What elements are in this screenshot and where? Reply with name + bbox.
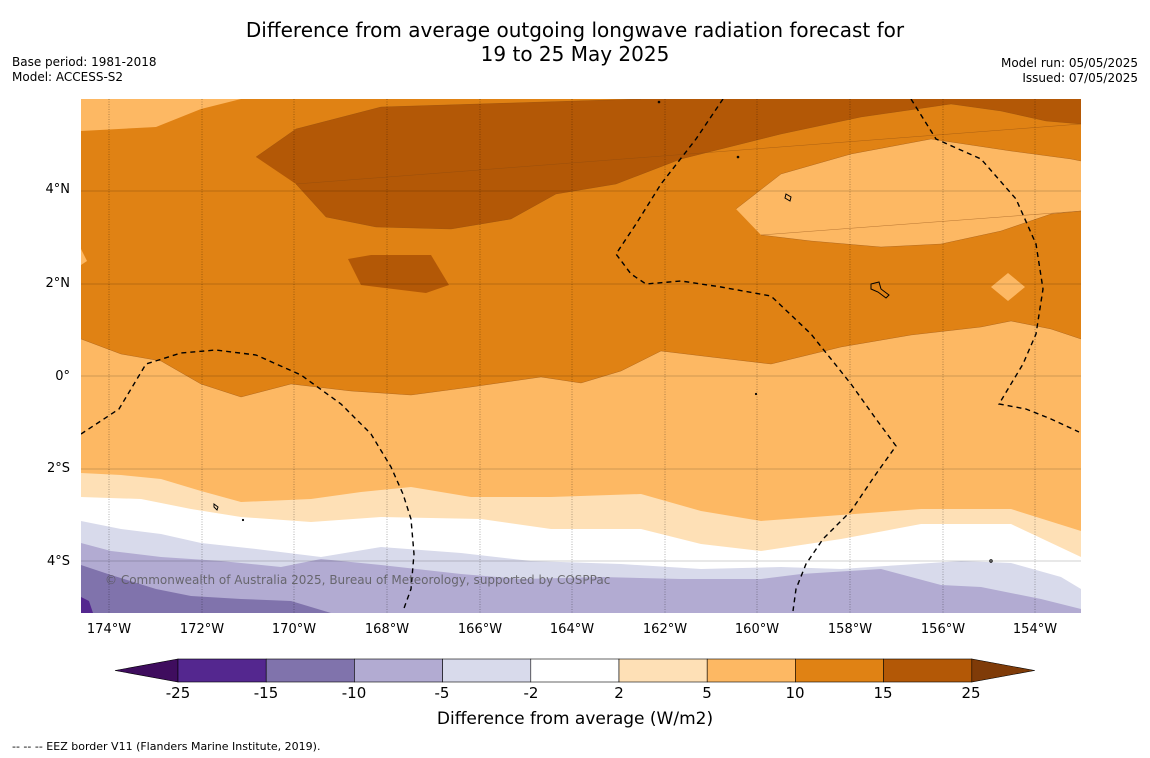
- cb-tick-minus2: -2: [523, 684, 539, 702]
- lat-label-4n: 4°N: [45, 182, 71, 197]
- island-jarvis: [784, 193, 792, 202]
- band-5-10-west-sliver: [81, 249, 87, 265]
- model-run: Model run: 05/05/2025: [1000, 56, 1138, 70]
- band-minus-5-10: [81, 543, 1081, 613]
- island-howland: [241, 518, 245, 522]
- band-5-10-diamond: [991, 273, 1025, 301]
- lon-label-170w: 170°W: [271, 622, 317, 637]
- cb-tick-minus25: -25: [165, 684, 191, 702]
- copyright-notice: © Commonwealth of Australia 2025, Bureau…: [105, 573, 611, 587]
- olr-anomaly-map: [81, 99, 1081, 613]
- island-malden: [754, 392, 758, 396]
- title-line-1: Difference from average outgoing longwav…: [245, 18, 905, 42]
- island-south: [989, 559, 993, 563]
- colorbar-segment-7: [706, 658, 796, 683]
- colorbar-segment-1: [177, 658, 267, 683]
- eez-borders: [81, 99, 1080, 612]
- base-period: Base period: 1981-2018: [12, 55, 157, 69]
- cb-tick-minus10: -10: [341, 684, 367, 702]
- parallel-gridlines: [81, 190, 1081, 562]
- title-line-2: 19 to 25 May 2025: [480, 42, 670, 66]
- lon-label-154w: 154°W: [1012, 622, 1058, 637]
- colorbar-segment-2: [265, 658, 355, 683]
- colorbar-title: Difference from average (W/m2): [436, 709, 714, 729]
- lon-label-166w: 166°W: [457, 622, 503, 637]
- colorbar-segment-6: [618, 658, 708, 683]
- cb-tick-5: 5: [702, 684, 712, 702]
- lon-label-172w: 172°W: [179, 622, 225, 637]
- island-outlines: [213, 100, 993, 563]
- band-5-10-nw: [81, 99, 241, 131]
- cb-tick-minus15: -15: [253, 684, 279, 702]
- cb-tick-minus5: -5: [434, 684, 450, 702]
- island-baker: [213, 503, 219, 511]
- lon-label-162w: 162°W: [642, 622, 688, 637]
- lat-label-2s: 2°S: [46, 461, 70, 476]
- colorbar-segment-4: [442, 658, 532, 683]
- lat-label-2n: 2°N: [45, 276, 71, 291]
- lat-label-4s: 4°S: [46, 554, 70, 569]
- eez-footnote: -- -- -- EEZ border V11 (Flanders Marine…: [12, 740, 321, 753]
- colorbar-segment-8: [795, 658, 884, 683]
- cb-tick-25: 25: [961, 684, 981, 702]
- map-title: Difference from average outgoing longwav…: [0, 18, 1150, 66]
- colorbar: [114, 658, 1035, 683]
- colorbar-segment-5: [530, 658, 620, 683]
- lon-label-158w: 158°W: [827, 622, 873, 637]
- cb-tick-15: 15: [873, 684, 893, 702]
- band-15-25-north: [256, 99, 1081, 229]
- issued-date: Issued: 07/05/2025: [1022, 71, 1138, 85]
- lon-label-160w: 160°W: [734, 622, 780, 637]
- colorbar-segments: [114, 658, 1035, 683]
- island-kingman: [736, 155, 740, 159]
- island-north: [657, 100, 661, 104]
- meridian-gridlines: [108, 99, 1036, 613]
- colorbar-segment-3: [354, 658, 443, 683]
- lat-label-0: 0°: [55, 369, 70, 384]
- model-name: Model: ACCESS-S2: [12, 70, 124, 84]
- band-minus-10-15: [81, 565, 331, 613]
- lon-label-168w: 168°W: [364, 622, 410, 637]
- colorbar-extend-low: [114, 658, 179, 683]
- cb-tick-10: 10: [785, 684, 805, 702]
- colorbar-segment-9: [883, 658, 973, 683]
- colorbar-extend-high: [971, 658, 1035, 683]
- band-minus-15-25: [81, 597, 93, 613]
- contour-lines: [81, 99, 1081, 398]
- lon-label-156w: 156°W: [920, 622, 966, 637]
- meta-right: Model run: 05/05/2025 Issued: 07/05/2025: [1001, 56, 1138, 86]
- lon-label-174w: 174°W: [86, 622, 132, 637]
- band-15-25-patch: [348, 255, 449, 293]
- meta-left: Base period: 1981-2018 Model: ACCESS-S2: [12, 55, 157, 85]
- lon-label-164w: 164°W: [549, 622, 595, 637]
- cb-tick-2: 2: [614, 684, 624, 702]
- band-5-10-ne: [736, 139, 1081, 247]
- island-kiritimati: [870, 281, 890, 299]
